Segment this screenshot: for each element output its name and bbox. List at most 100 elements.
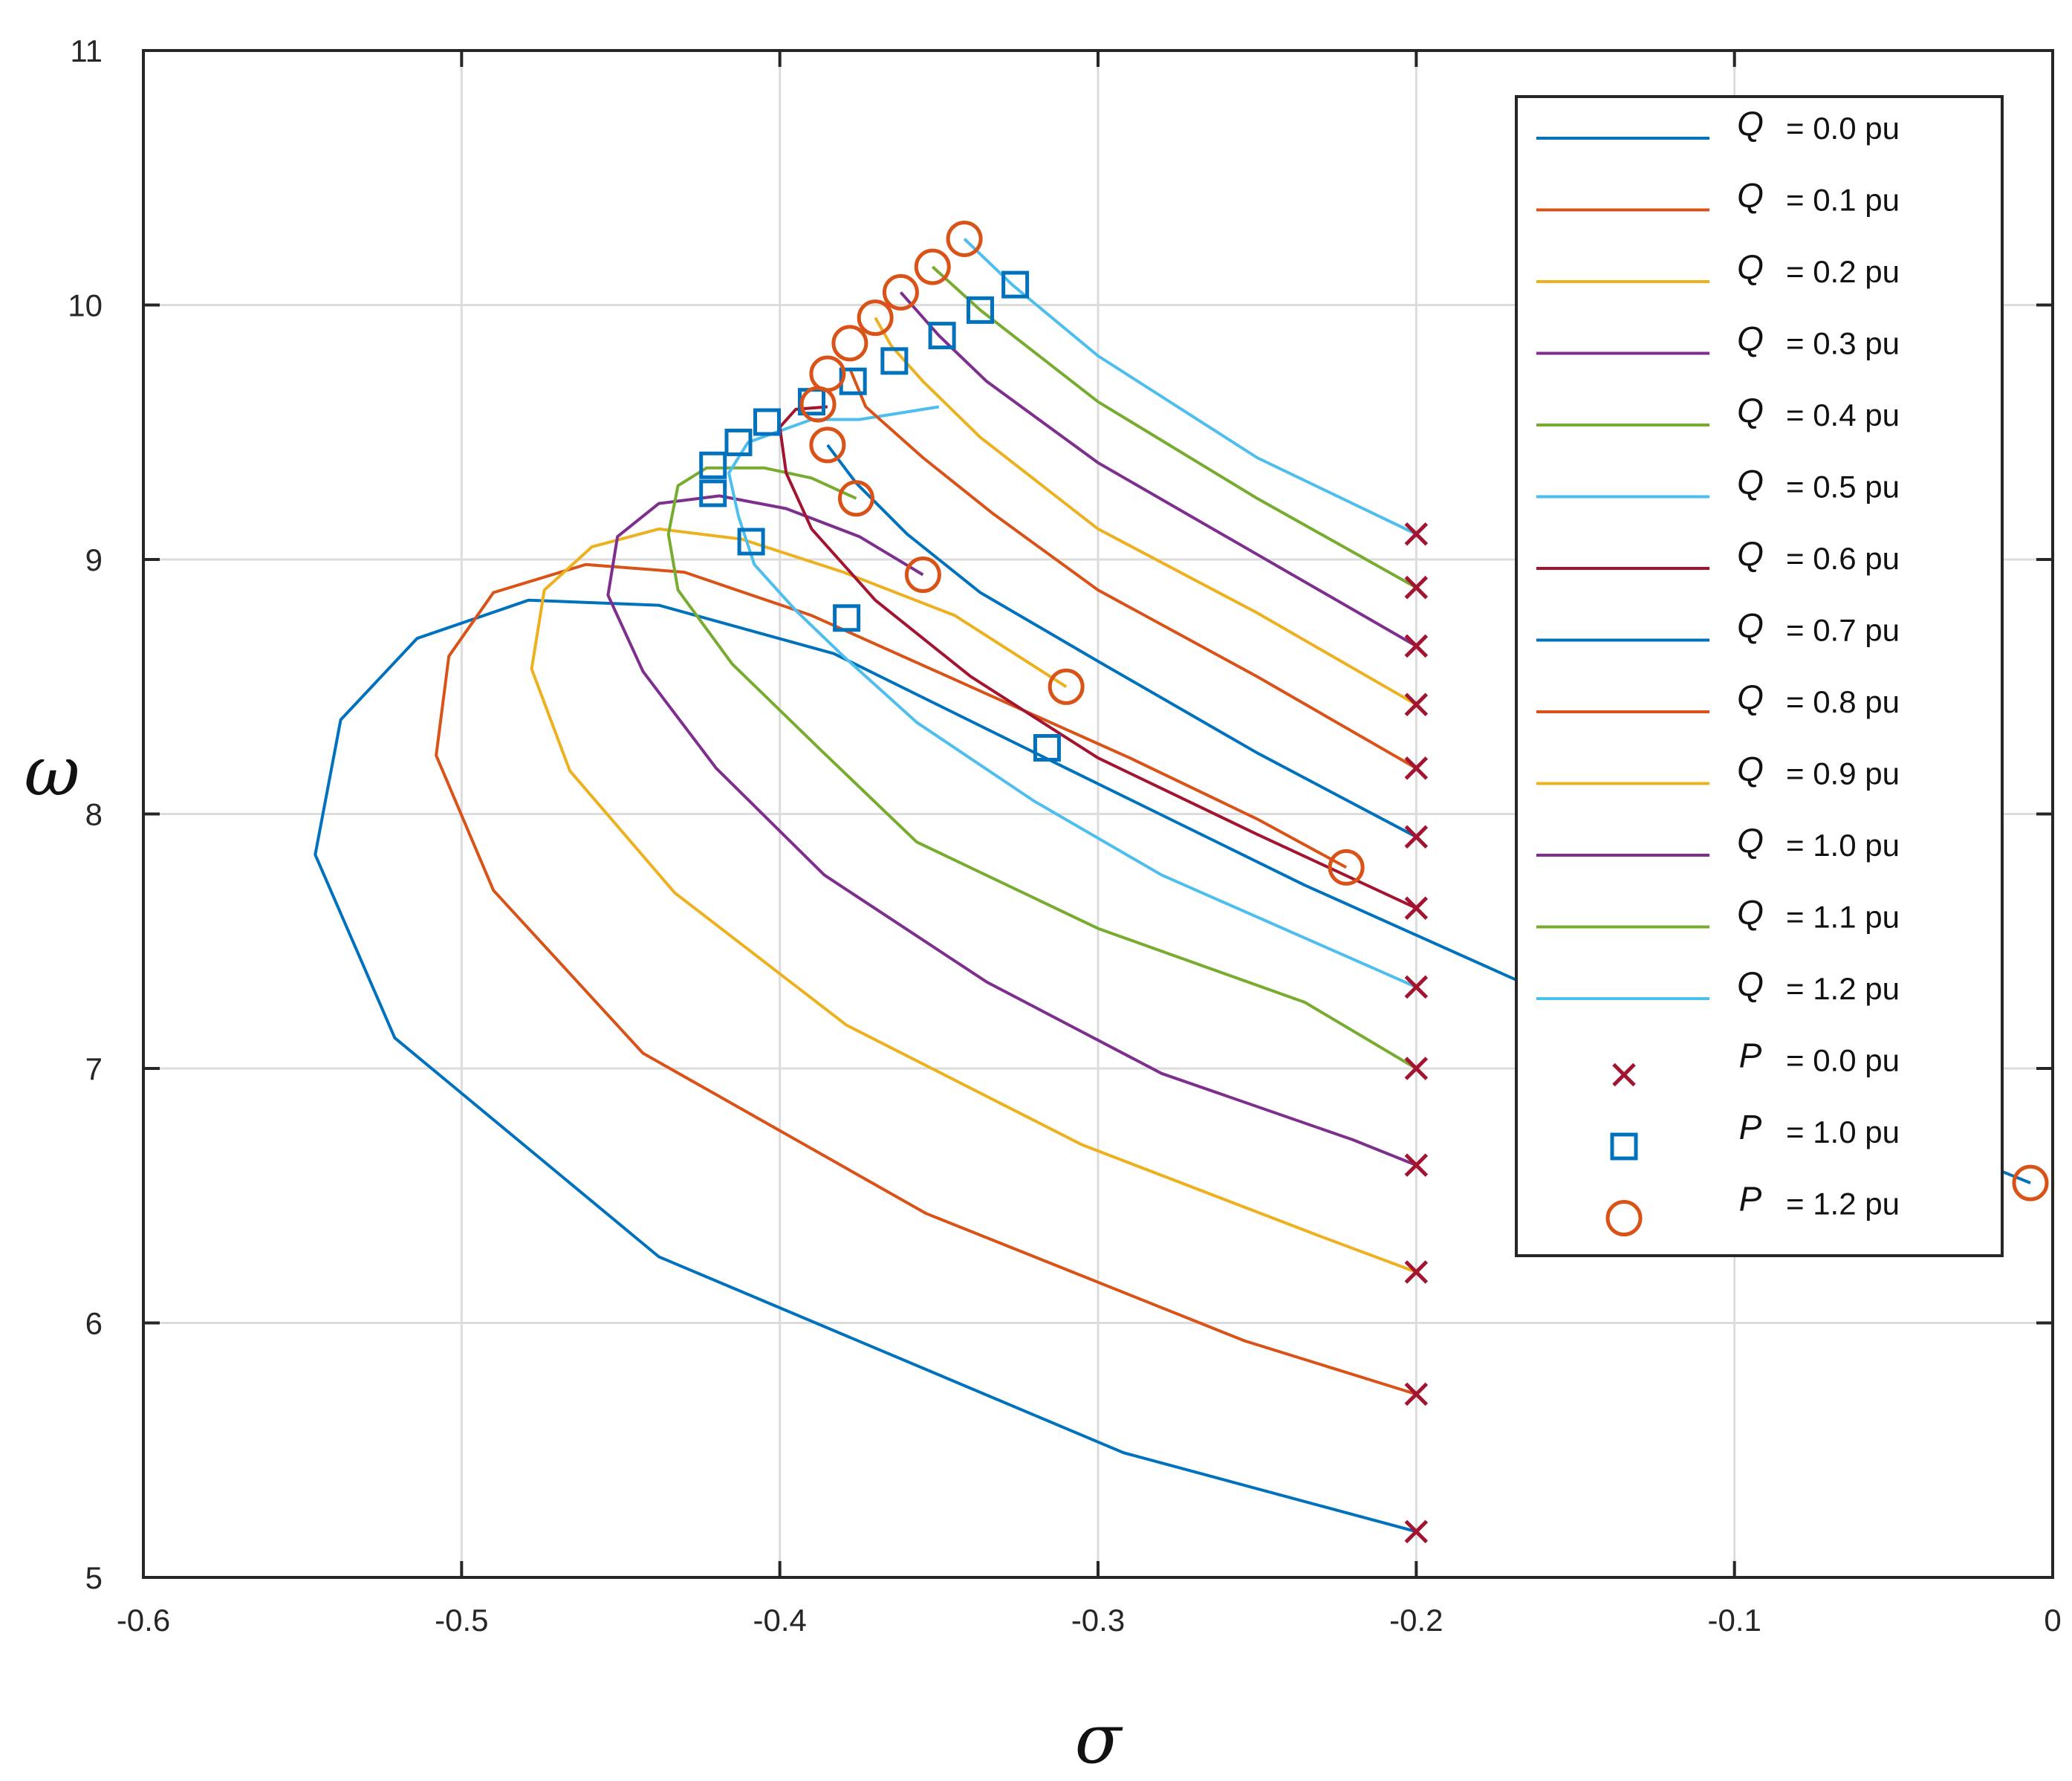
marker-circle-3	[904, 557, 941, 594]
y-tick-label: 8	[85, 797, 103, 832]
legend-q-1-symbol: Q	[1737, 176, 1764, 215]
legend-q-8-label: = 0.8 pu	[1786, 684, 1900, 719]
marker-x-4	[1404, 1057, 1429, 1080]
marker-x-11-stroke-b	[1404, 575, 1429, 600]
marker-square-6	[753, 408, 782, 436]
marker-square-3	[699, 479, 727, 507]
series-line-q-9	[874, 317, 1417, 706]
legend-q-6-label: = 0.6 pu	[1786, 541, 1900, 576]
legend-p-2-label: = 1.2 pu	[1786, 1187, 1900, 1222]
marker-x-4-stroke-b	[1404, 1057, 1429, 1080]
plot-markers	[699, 220, 2049, 1544]
legend-q-5-label: = 0.5 pu	[1786, 470, 1900, 505]
marker-x-3	[1404, 1153, 1429, 1177]
y-tick-label: 5	[85, 1560, 103, 1595]
legend-marker-circle	[1605, 1200, 1643, 1236]
series-line-q-11	[931, 265, 1417, 589]
marker-square-4	[699, 451, 727, 479]
y-tick-label: 6	[85, 1306, 103, 1341]
marker-x-1	[1404, 1382, 1429, 1407]
legend-p-1-symbol: P	[1739, 1108, 1762, 1146]
legend-q-7-symbol: Q	[1737, 606, 1764, 645]
y-tick-label: 10	[68, 288, 103, 323]
legend-q-9-symbol: Q	[1737, 750, 1764, 788]
series-line-q-0	[314, 598, 2031, 1534]
marker-circle-2	[1048, 668, 1085, 705]
y-tick-label: 9	[85, 542, 103, 577]
marker-x-11	[1404, 575, 1429, 600]
marker-x-2	[1404, 1260, 1429, 1284]
marker-circle-8	[831, 325, 868, 362]
y-axis-title: ω	[24, 732, 79, 811]
legend-q-9-label: = 0.9 pu	[1786, 756, 1900, 791]
legend-q-3-label: = 0.3 pu	[1786, 326, 1900, 361]
marker-circle-4	[837, 480, 874, 517]
legend-marker-x	[1612, 1063, 1636, 1087]
legend-p-0-symbol: P	[1739, 1037, 1762, 1075]
series-line-q-3	[606, 494, 1417, 1167]
marker-square-1	[833, 604, 861, 632]
marker-x-2-stroke-b	[1404, 1260, 1429, 1284]
x-tick-label: -0.6	[117, 1603, 170, 1638]
marker-x-9	[1404, 692, 1429, 716]
marker-x-12	[1404, 522, 1429, 546]
legend: Q = 0.0 pu Q = 0.1 pu Q = 0.2 pu Q = 0.3 pu Q = 0…	[1515, 95, 2004, 1257]
marker-x-3-stroke-b	[1404, 1153, 1429, 1177]
legend-q-4-symbol: Q	[1737, 391, 1764, 429]
legend-q-5-symbol: Q	[1737, 463, 1764, 502]
marker-circle-0	[2012, 1164, 2049, 1201]
x-tick-label: -0.1	[1707, 1603, 1761, 1638]
x-axis-title: σ	[1075, 1699, 1123, 1779]
x-tick-label: -0.3	[1071, 1603, 1125, 1638]
x-tick-label: -0.2	[1389, 1603, 1443, 1638]
legend-q-12-symbol: Q	[1737, 964, 1764, 1003]
marker-x-8-stroke-b	[1404, 756, 1429, 780]
marker-x-6-stroke-b	[1404, 896, 1429, 920]
marker-x-0-stroke-b	[1404, 1519, 1429, 1544]
marker-x-1-stroke-b	[1404, 1382, 1429, 1407]
marker-x-6	[1404, 896, 1429, 920]
series-line-q-1	[435, 562, 1417, 1396]
marker-x-7	[1404, 825, 1429, 849]
marker-x-5	[1404, 975, 1429, 999]
legend-p-0-label: = 0.0 pu	[1786, 1043, 1900, 1078]
marker-circle-12	[946, 220, 983, 257]
x-tick-label: 0	[2044, 1603, 2061, 1638]
legend-q-8-symbol: Q	[1737, 678, 1764, 716]
series-line-q-12	[963, 238, 1417, 536]
series-line-q-4	[666, 466, 1417, 1070]
marker-x-0	[1404, 1519, 1429, 1544]
marker-square-2	[737, 528, 765, 556]
legend-q-4-label: = 0.4 pu	[1786, 398, 1900, 432]
marker-circle-7	[809, 355, 846, 392]
legend-q-0-symbol: Q	[1737, 104, 1764, 143]
legend-q-10-symbol: Q	[1737, 821, 1764, 860]
legend-q-0-label: = 0.0 pu	[1786, 111, 1900, 146]
legend-q-10-label: = 1.0 pu	[1786, 828, 1900, 863]
legend-q-2-label: = 0.2 pu	[1786, 254, 1900, 289]
marker-x-12-stroke-b	[1404, 522, 1429, 546]
marker-x-5-stroke-b	[1404, 975, 1429, 999]
marker-circle-11	[914, 248, 951, 285]
marker-x-8	[1404, 756, 1429, 780]
marker-x-10	[1404, 634, 1429, 658]
marker-square-10	[928, 322, 956, 350]
legend-q-6-symbol: Q	[1737, 534, 1764, 573]
series-line-q-10	[899, 291, 1417, 648]
legend-q-11-label: = 1.1 pu	[1786, 900, 1900, 935]
marker-x-10-stroke-b	[1404, 634, 1429, 658]
axis-ticks	[142, 49, 2054, 1579]
marker-square-12	[1001, 270, 1030, 299]
legend-q-12-label: = 1.2 pu	[1786, 971, 1900, 1006]
y-tick-label: 7	[85, 1051, 103, 1086]
marker-x-7-stroke-b	[1404, 825, 1429, 849]
legend-box	[1515, 95, 2004, 1257]
y-tick-label: 11	[70, 33, 103, 68]
series-line-q-6	[778, 405, 1417, 910]
x-tick-label: -0.5	[435, 1603, 488, 1638]
x-tick-label: -0.4	[753, 1603, 806, 1638]
series-line-q-8	[848, 368, 1417, 770]
axis-tick-labels: -0.6 -0.5 -0.4 -0.3 -0.2 -0.1 0 5 6 7 8 9 10 11	[68, 33, 2061, 1638]
marker-circle-9	[857, 299, 894, 337]
